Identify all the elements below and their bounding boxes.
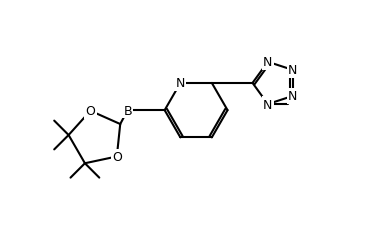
Text: B: B <box>123 104 132 117</box>
Text: N: N <box>288 90 297 103</box>
Text: N: N <box>288 64 297 77</box>
Text: N: N <box>263 98 273 111</box>
Text: O: O <box>112 150 122 163</box>
Text: N: N <box>263 56 273 69</box>
Text: O: O <box>85 105 95 118</box>
Text: N: N <box>176 77 185 90</box>
